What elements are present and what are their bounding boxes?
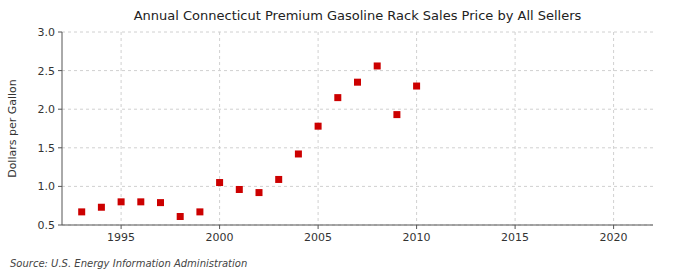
chart: 1995 2000 2005 2010 2015 2020 0.5 1.0 1.5 2.0 2.5 3… xyxy=(0,0,675,275)
x-tick xyxy=(613,225,614,229)
point xyxy=(413,83,420,90)
point xyxy=(196,208,203,215)
y-grid-line xyxy=(62,225,653,226)
y-tick xyxy=(58,186,62,187)
y-tick xyxy=(58,225,62,226)
x-tick xyxy=(416,225,417,229)
y-axis-label: Dollars per Gallon xyxy=(6,79,19,178)
y-tick xyxy=(58,70,62,71)
point xyxy=(315,123,322,130)
annotation: Source: U.S. Energy Information Administ… xyxy=(10,258,247,269)
point xyxy=(177,213,184,220)
y-grid-line xyxy=(62,147,653,148)
point xyxy=(236,186,243,193)
y-tick-label: 1.0 xyxy=(38,180,56,193)
x-tick xyxy=(219,225,220,229)
y-tick-label: 1.5 xyxy=(38,142,56,155)
x-grid-line xyxy=(416,32,417,225)
grid xyxy=(62,32,653,225)
point xyxy=(295,150,302,157)
point xyxy=(354,79,361,86)
points xyxy=(78,62,420,220)
x-tick-label: 1995 xyxy=(107,231,135,244)
point xyxy=(78,208,85,215)
y-tick xyxy=(58,109,62,110)
y-grid-line xyxy=(62,109,653,110)
point xyxy=(393,111,400,118)
y-axis-line xyxy=(62,32,63,225)
y-grid-line xyxy=(62,186,653,187)
x-axis-line xyxy=(62,225,653,226)
x-tick xyxy=(121,225,122,229)
y-grid-line xyxy=(62,70,653,71)
point xyxy=(256,189,263,196)
point xyxy=(137,198,144,205)
title: Annual Connecticut Premium Gasoline Rack… xyxy=(134,8,582,23)
point xyxy=(118,198,125,205)
point xyxy=(157,199,164,206)
y-tick-label: 0.5 xyxy=(38,219,56,232)
x-grid-line xyxy=(515,32,516,225)
y-tick xyxy=(58,147,62,148)
x-grid-line xyxy=(613,32,614,225)
x-tick-label: 2000 xyxy=(206,231,234,244)
x-tick xyxy=(318,225,319,229)
x-tick-label: 2015 xyxy=(501,231,529,244)
x-tick-label: 2010 xyxy=(403,231,431,244)
point xyxy=(216,179,223,186)
point xyxy=(275,176,282,183)
point xyxy=(98,204,105,211)
point xyxy=(374,62,381,69)
point xyxy=(334,94,341,101)
x-tick-label: 2020 xyxy=(600,231,628,244)
y-grid-line xyxy=(62,32,653,33)
x-tick xyxy=(515,225,516,229)
y-tick xyxy=(58,32,62,33)
y-tick-label: 2.5 xyxy=(38,65,56,78)
y-tick-label: 2.0 xyxy=(38,103,56,116)
x-grid-line xyxy=(121,32,122,225)
x-grid-line xyxy=(219,32,220,225)
axes: 1995 2000 2005 2010 2015 2020 0.5 1.0 1.5 2.0 2.5 3… xyxy=(38,26,654,244)
x-tick-label: 2005 xyxy=(304,231,332,244)
y-tick-label: 3.0 xyxy=(38,26,56,39)
